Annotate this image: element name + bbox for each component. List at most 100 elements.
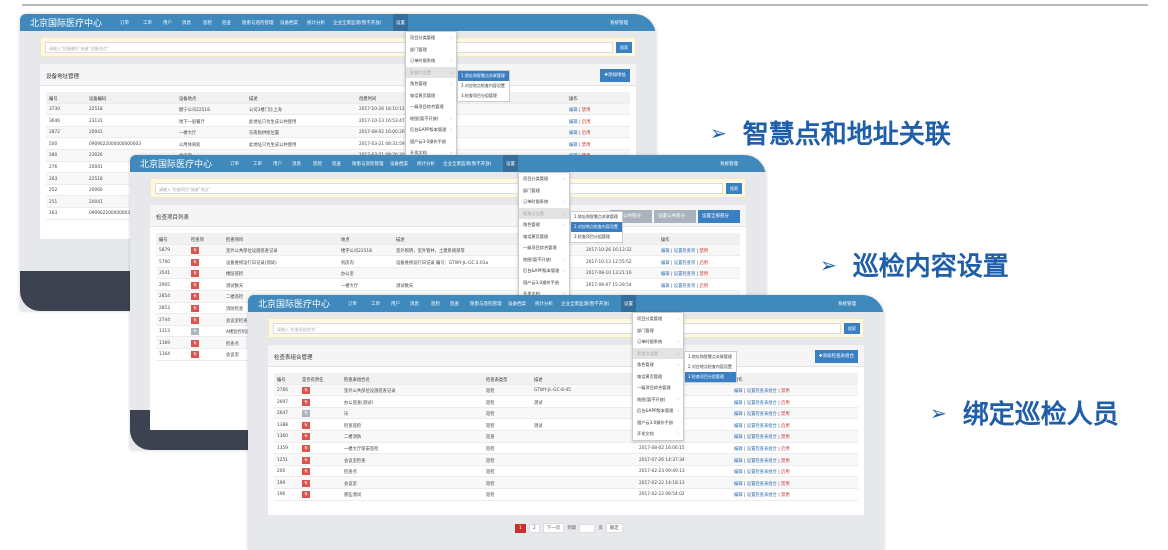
search-button[interactable]: 搜索 <box>844 323 860 334</box>
settings-menu-item[interactable]: 国产云3.0操作手册 <box>406 136 456 148</box>
nav-item[interactable]: 统计分析 <box>535 302 553 307</box>
nav-item[interactable]: 巡检 <box>431 302 440 307</box>
action-link[interactable]: 启用 <box>781 447 790 453</box>
nav-item[interactable]: 消息 <box>292 162 301 167</box>
action-link[interactable]: 启用 <box>699 283 709 289</box>
action-link[interactable]: 设置检查表组合 <box>746 412 777 418</box>
action-link[interactable]: 设置检查表组合 <box>746 493 777 499</box>
settings-menu-item[interactable]: 地图(暂不开放) › <box>406 113 456 125</box>
settings-menu-item[interactable]: 角色管理 › <box>633 359 683 371</box>
nav-item[interactable]: 企业全景监测(暂不开放) <box>333 21 382 26</box>
action-link[interactable]: 启用 <box>581 119 591 125</box>
settings-menu-item[interactable]: 国产云3.0操作手册 <box>519 277 569 289</box>
action-link[interactable]: 启用 <box>781 400 790 406</box>
action-link[interactable]: 设置检查表组合 <box>746 389 777 395</box>
action-link[interactable]: 设置检查表组合 <box>746 423 777 429</box>
action-link[interactable]: 编辑 <box>569 131 578 137</box>
nav-item[interactable]: 工单 <box>143 21 152 26</box>
nav-item[interactable]: 订单 <box>348 302 357 307</box>
nav-item[interactable]: 巡查 <box>222 21 231 26</box>
action-link[interactable]: 设置检查项 <box>673 249 696 255</box>
action-link[interactable]: 设置检查表组合 <box>746 458 777 464</box>
search-input[interactable]: 请输入"设备编号"或者"设备地点" <box>45 42 613 53</box>
action-link[interactable]: 禁用 <box>699 272 709 278</box>
action-link[interactable]: 编辑 <box>734 458 743 464</box>
settings-menu-item[interactable]: 开发文档 › <box>633 428 683 440</box>
panel-action-button[interactable]: 设置全部部分 <box>698 210 740 223</box>
submenu-item[interactable]: 3.检查项目分组管理 <box>685 371 736 382</box>
page-input[interactable] <box>579 523 596 533</box>
action-link[interactable]: 设置检查项 <box>673 283 696 289</box>
settings-menu-item[interactable]: 角色管理 › <box>406 78 456 90</box>
action-link[interactable]: 设置检查表组合 <box>746 470 777 476</box>
settings-menu-item[interactable]: 订单时限系统 › <box>519 196 569 208</box>
settings-menu-item[interactable]: 项目分类管理 › <box>633 313 683 325</box>
brand-title[interactable]: 北京国际医疗中心 <box>30 19 103 29</box>
action-link[interactable]: 禁用 <box>581 108 591 114</box>
settings-menu-item[interactable]: 地图(暂不开放) › <box>633 394 683 406</box>
settings-menu-item[interactable]: 一级项目综合管理 <box>633 382 683 394</box>
action-link[interactable]: 设置检查表组合 <box>746 447 777 453</box>
search-button[interactable]: 搜索 <box>726 183 742 194</box>
submenu-item[interactable]: 1.地址和智慧点关联管理 <box>458 70 509 81</box>
submenu-item[interactable]: 2.对应地点检查内容设置 <box>688 363 732 369</box>
nav-item[interactable]: 消息 <box>410 302 419 307</box>
action-link[interactable]: 启用 <box>581 131 591 137</box>
submenu-item[interactable]: 3.检查项目分组管理 <box>574 233 610 239</box>
action-link[interactable]: 设置检查表组合 <box>746 400 777 406</box>
nav-item[interactable]: 隐患与巡检管理 <box>470 302 502 307</box>
action-link[interactable]: 禁用 <box>781 435 790 441</box>
nav-item[interactable]: 统计分析 <box>307 21 325 26</box>
search-input[interactable]: 请输入"检查项目"或者"地点" <box>155 183 723 194</box>
action-link[interactable]: 禁用 <box>781 389 790 395</box>
nav-item[interactable]: 巡查 <box>332 162 341 167</box>
settings-menu-item[interactable]: 电话黄页管理 <box>406 90 456 102</box>
settings-menu-item[interactable]: 部门管理 <box>519 185 569 197</box>
nav-item[interactable]: 设置 <box>503 155 518 172</box>
submenu-item[interactable]: 2.对应地点检查内容设置 <box>461 82 505 88</box>
nav-item[interactable]: 设备档案 <box>390 162 408 167</box>
nav-item[interactable]: 用户 <box>391 302 400 307</box>
nav-item[interactable]: 消息 <box>182 21 191 26</box>
settings-menu-item[interactable]: 开发文档 › <box>406 147 456 159</box>
search-button[interactable]: 搜索 <box>616 42 632 53</box>
action-link[interactable]: 禁用 <box>781 458 790 464</box>
nav-item[interactable]: 用户 <box>163 21 172 26</box>
action-link[interactable]: 编辑 <box>734 435 743 441</box>
settings-menu-item[interactable]: 智慧点设置 › <box>519 207 569 219</box>
action-link[interactable]: 设置检查表组合 <box>746 481 777 487</box>
action-link[interactable]: 启用 <box>781 423 790 429</box>
search-input[interactable]: 请输入"检查表组合名" <box>273 323 841 334</box>
action-link[interactable]: 设置检查表组合 <box>746 435 777 441</box>
settings-menu-item[interactable]: 电话黄页管理 <box>633 371 683 383</box>
nav-item[interactable]: 工单 <box>371 302 380 307</box>
action-link[interactable]: 禁用 <box>781 481 790 487</box>
settings-menu-item[interactable]: 一级项目综合管理 <box>406 101 456 113</box>
settings-menu-item[interactable]: 角色管理 › <box>519 219 569 231</box>
settings-menu-item[interactable]: 一级项目综合管理 <box>519 242 569 254</box>
settings-menu-item[interactable]: 后台&APP版本管理 › <box>406 124 456 136</box>
action-link[interactable]: 启用 <box>781 470 790 476</box>
action-link[interactable]: 设置检查项 <box>673 260 696 266</box>
action-link[interactable]: 编辑 <box>734 412 743 418</box>
brand-title[interactable]: 北京国际医疗中心 <box>140 160 213 170</box>
page-button[interactable]: 2 <box>528 523 540 533</box>
action-link[interactable]: 设置检查项 <box>673 272 696 278</box>
panel-action-button[interactable]: ✚添加检查表组合 <box>814 350 858 363</box>
nav-item[interactable]: 用户 <box>273 162 282 167</box>
action-link[interactable]: 编辑 <box>734 400 743 406</box>
nav-item[interactable]: 设置 <box>393 14 408 31</box>
next-page-button[interactable]: 下一页 <box>542 523 565 533</box>
settings-menu-item[interactable]: 部门管理 <box>406 44 456 56</box>
action-link[interactable]: 编辑 <box>661 260 670 266</box>
action-link[interactable]: 编辑 <box>734 481 743 487</box>
nav-item[interactable]: 订单 <box>120 21 129 26</box>
action-link[interactable]: 启用 <box>699 260 709 266</box>
submenu-item[interactable]: 1.地址和智慧点关联管理 <box>574 213 618 219</box>
action-link[interactable]: 禁用 <box>699 249 709 255</box>
user-menu[interactable]: 系统管理 <box>838 302 856 307</box>
nav-item[interactable]: 设备档案 <box>280 21 298 26</box>
action-link[interactable]: 编辑 <box>661 249 670 255</box>
settings-menu-item[interactable]: 后台&APP版本管理 › <box>519 265 569 277</box>
nav-item[interactable]: 设备档案 <box>508 302 526 307</box>
